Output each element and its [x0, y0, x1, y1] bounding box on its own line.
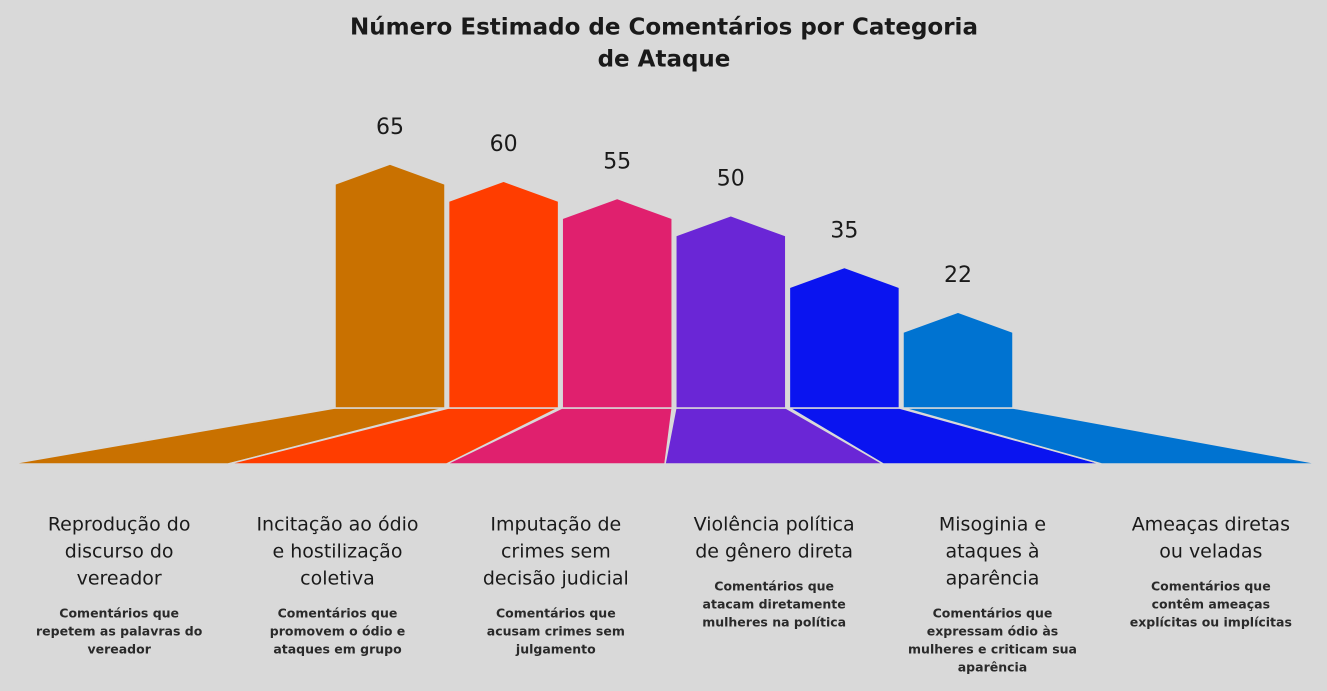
- category-description: acusam crimes sem: [487, 624, 625, 639]
- category-label: discurso do: [65, 541, 174, 563]
- bar: [902, 311, 1014, 409]
- category-description: contêm ameaças: [1152, 597, 1270, 612]
- category-description: Comentários que: [714, 579, 834, 594]
- bar: [675, 214, 787, 409]
- category-description: promovem o ódio e: [270, 624, 406, 639]
- category-label: de gênero direta: [695, 541, 853, 563]
- bar: [788, 266, 901, 409]
- category-label: crimes sem: [501, 541, 611, 563]
- category-label: decisão judicial: [483, 568, 629, 590]
- category-label: Misoginia e: [939, 514, 1046, 536]
- category-label: Imputação de: [490, 514, 621, 536]
- category-description: repetem as palavras do: [36, 624, 203, 639]
- category-description: atacam diretamente: [703, 597, 846, 612]
- category-description: Comentários que: [933, 606, 1053, 621]
- value-label: 50: [717, 167, 745, 192]
- value-label: 35: [830, 218, 858, 243]
- value-label: 65: [376, 115, 404, 140]
- category-description: mulheres e criticam sua: [908, 642, 1077, 657]
- bar: [561, 197, 673, 409]
- category-description: Comentários que: [278, 606, 398, 621]
- category-label: Violência política: [694, 514, 855, 536]
- category-label: e hostilização: [273, 541, 403, 563]
- chart-title: Número Estimado de Comentários por Categ…: [350, 15, 978, 41]
- category-label: Ameaças diretas: [1132, 514, 1290, 536]
- category-label: vereador: [77, 568, 162, 590]
- category-label: aparência: [946, 568, 1040, 590]
- category-label: coletiva: [300, 568, 375, 590]
- category-description: Comentários que: [496, 606, 616, 621]
- category-label: ataques à: [945, 541, 1039, 563]
- category-description: expressam ódio às: [927, 624, 1058, 639]
- value-label: 22: [944, 263, 972, 288]
- category-description: aparência: [958, 660, 1028, 675]
- chart-title: de Ataque: [598, 47, 731, 73]
- category-label: Reprodução do: [48, 514, 191, 536]
- category-description: Comentários que: [1151, 579, 1271, 594]
- value-label: 55: [603, 149, 631, 174]
- value-label: 60: [490, 132, 518, 157]
- category-description: mulheres na política: [702, 615, 846, 630]
- bar: [447, 180, 560, 409]
- category-description: ataques em grupo: [273, 642, 402, 657]
- category-label: ou veladas: [1159, 541, 1262, 563]
- category-description: explícitas ou implícitas: [1130, 615, 1292, 630]
- category-description: Comentários que: [59, 606, 179, 621]
- bar: [334, 163, 446, 409]
- category-description: julgamento: [515, 642, 596, 657]
- category-description: vereador: [87, 642, 151, 657]
- category-label: Incitação ao ódio: [256, 514, 418, 536]
